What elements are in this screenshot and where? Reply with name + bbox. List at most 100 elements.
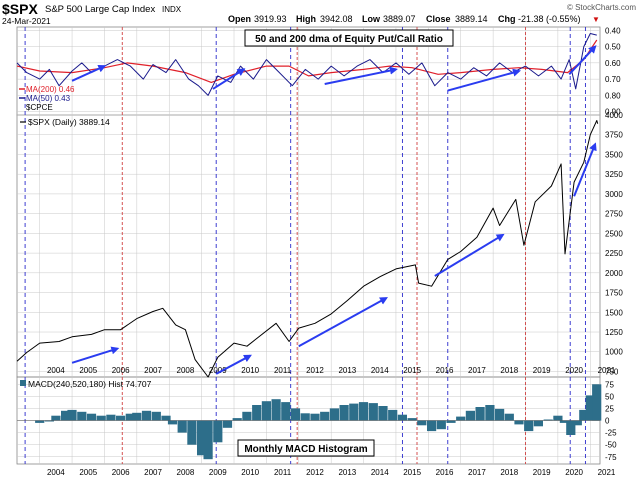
mid-legend: $SPX (Daily) 3889.14 [28,117,110,127]
legend-ma200: MA(200) 0.46 [26,85,75,94]
macd-hist-bar [585,395,595,421]
x-tick-label-bottom: 2011 [274,468,292,477]
open-label: Open [228,14,251,24]
macd-hist-bar [44,420,54,422]
y-tick-label: 3250 [605,170,623,179]
x-tick-label-mid: 2017 [468,366,486,375]
trend-arrow [298,297,388,348]
ma50-line [16,33,597,96]
series-layer [16,33,602,460]
macd-hist-bar [116,415,126,421]
macd-hist-bar [320,411,330,421]
macd-hist-bar [67,409,77,421]
exchange-tag: INDX [162,5,182,14]
y-tick-label: 2000 [605,269,623,278]
chg-label: Chg [498,14,516,24]
macd-hist-bar [51,415,61,421]
macd-hist-bar [504,413,514,421]
trend-arrow [215,354,252,375]
close-value: 3889.14 [455,14,488,24]
macd-hist-bar [465,410,475,421]
y-tick-label: 0.90 [605,108,621,117]
y-tick-label: -50 [605,441,617,450]
macd-hist-bar [397,414,407,421]
macd-hist-bar [125,413,135,421]
x-tick-label-bottom: 2010 [241,468,259,477]
y-tick-label: 2750 [605,210,623,219]
y-tick-label: 2250 [605,249,623,258]
x-tick-label-bottom: 2009 [209,468,227,477]
y-tick-label: 0.40 [605,26,621,35]
high-label: High [296,14,316,24]
macd-hist-bar [378,406,388,421]
grid-layer [17,27,600,464]
x-tick-label-bottom: 2006 [112,468,130,477]
macd-hist-bar [300,413,310,421]
macd-hist-bar [132,412,142,421]
macd-hist-bar [417,420,427,426]
macd-hist-bar [310,413,320,421]
macd-hist-bar [167,420,178,425]
x-tick-label-bottom: 2004 [47,468,65,477]
x-tick-label-mid: 2006 [112,366,130,375]
macd-hist-bar [86,413,97,421]
macd-hist-bar [106,414,116,421]
trend-arrow [212,68,246,90]
macd-hist-bar [61,410,71,421]
trend-arrow [447,68,521,92]
legend-ma50: MA(50) 0.43 [26,94,71,103]
trend-arrow [573,142,597,197]
macd-hist-bar [427,420,437,432]
x-tick-label-mid: 2020 [565,366,583,375]
macd-hist-bar [533,420,543,427]
x-tick-label-mid: 2014 [371,366,389,375]
x-tick-label-mid: 2004 [47,366,65,375]
top-legend: MA(200) 0.46 MA(50) 0.43 $CPCE [19,85,75,112]
macd-hist-bar [271,399,281,421]
macd-hist-bar [187,420,197,445]
y-tick-label: 50 [605,392,614,401]
bottom-legend: MACD(240,520,180) Hist 74.707 [28,379,152,389]
x-tick-label-mid: 2021 [598,366,616,375]
x-tick-label-bottom: 2021 [598,468,616,477]
macd-hist-bar [388,409,398,421]
x-tick-label-bottom: 2015 [403,468,421,477]
macd-hist-bar [514,420,524,425]
macd-hist-bar [524,420,534,432]
macd-hist-bar [456,416,466,421]
x-tick-label-bottom: 2012 [306,468,324,477]
x-tick-label-mid: 2010 [241,366,259,375]
x-tick-label-mid: 2012 [306,366,324,375]
chart-date: 24-Mar-2021 [2,16,51,26]
macd-hist-bar [197,420,207,456]
macd-hist-bar [475,407,485,421]
low-label: Low [362,14,381,24]
macd-hist-bar [579,409,589,421]
macd-hist-bar [213,420,223,443]
x-tick-label-mid: 2018 [500,366,518,375]
macd-hist-bar [222,420,233,428]
macd-hist-bar [96,415,106,421]
close-label: Close [426,14,451,24]
x-tick-label-mid: 2009 [209,366,227,375]
legend-cpce: $CPCE [26,103,53,112]
macd-hist-bar [252,405,262,421]
down-triangle-icon: ▼ [592,15,600,24]
macd-hist-bar [592,384,602,421]
x-tick-label-mid: 2005 [79,366,97,375]
y-tick-label: -75 [605,453,617,462]
x-tick-label-mid: 2013 [338,366,356,375]
vertical-markers [24,27,586,464]
macd-hist-bar [368,403,378,421]
macd-hist-bar [151,411,161,421]
x-tick-label-mid: 2008 [177,366,195,375]
x-tick-label-mid: 2007 [144,366,162,375]
y-tick-label: 3000 [605,190,623,199]
top-annotation-box [244,29,454,47]
x-tick-label-mid: 2016 [436,366,454,375]
y-tick-label: 0.60 [605,59,621,68]
x-tick-label-bottom: 2019 [533,468,551,477]
y-tick-label: 3500 [605,150,623,159]
macd-hist-bar [35,420,45,423]
y-tick-label: -25 [605,429,617,438]
